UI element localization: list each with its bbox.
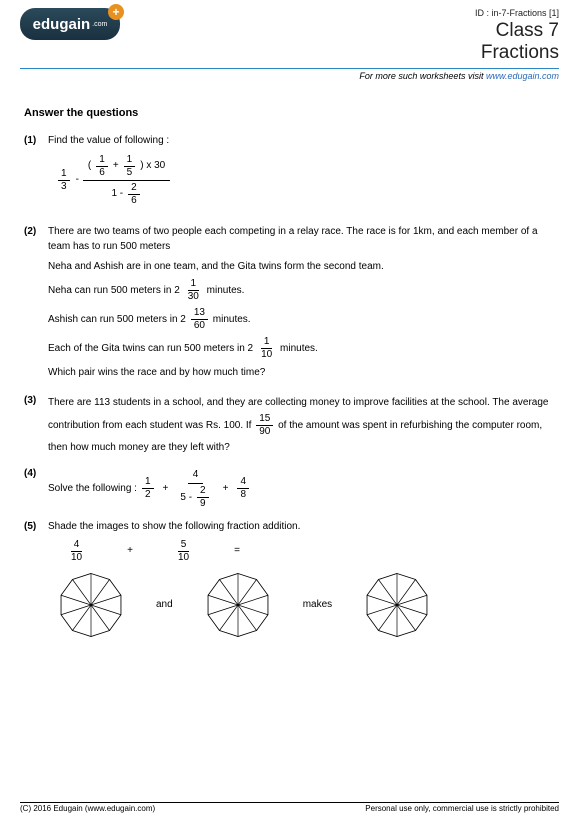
class-label: Class 7 xyxy=(475,20,559,42)
topic-label: Fractions xyxy=(475,42,559,64)
q5-prompt: Shade the images to show the following f… xyxy=(48,519,555,535)
visit-link[interactable]: www.edugain.com xyxy=(486,71,559,81)
header: edugain.com + ID : in-7-Fractions [1] Cl… xyxy=(0,0,579,64)
q4-body: Solve the following : 12 + 4 5 - 29 + 48 xyxy=(48,466,555,512)
makes-label: makes xyxy=(303,597,332,613)
q5-num: (5) xyxy=(24,519,48,640)
q2-neha: Neha can run 500 meters in 2130 minutes. xyxy=(48,278,555,303)
q2-num: (2) xyxy=(24,224,48,385)
q2-ashish: Ashish can run 500 meters in 21360 minut… xyxy=(48,307,555,332)
q1-bigfrac-num: ( 16 + 15 ) x 30 xyxy=(83,153,170,181)
and-label: and xyxy=(156,597,173,613)
q1-bigfrac: ( 16 + 15 ) x 30 1 - 26 xyxy=(83,153,170,208)
footer: (C) 2016 Edugain (www.edugain.com) Perso… xyxy=(20,802,559,813)
section-title: Answer the questions xyxy=(24,107,555,119)
q4-num: (4) xyxy=(24,466,48,512)
visit-line: For more such worksheets visit www.eduga… xyxy=(0,69,579,81)
minus-sign: - xyxy=(76,172,79,188)
plus-icon: + xyxy=(108,4,124,20)
q5-fraction-row: 410 + 510 = xyxy=(66,539,555,564)
q1-expression: 1 3 - ( 16 + 15 ) x 30 1 - xyxy=(56,153,555,208)
worksheet-id: ID : in-7-Fractions [1] xyxy=(475,8,559,18)
q2-body: There are two teams of two people each c… xyxy=(48,224,555,385)
q3-frac: 1590 xyxy=(256,413,273,438)
decagon-2 xyxy=(203,570,273,640)
decagon-3 xyxy=(362,570,432,640)
visit-prefix: For more such worksheets visit xyxy=(359,71,486,81)
logo-sub: .com xyxy=(92,21,107,28)
q5-polygon-row: and makes xyxy=(56,570,555,640)
question-5: (5) Shade the images to show the followi… xyxy=(24,519,555,640)
q2-l2: Neha and Ashish are in one team, and the… xyxy=(48,259,555,275)
footer-left: (C) 2016 Edugain (www.edugain.com) xyxy=(20,804,155,813)
question-2: (2) There are two teams of two people ea… xyxy=(24,224,555,385)
q3-body: There are 113 students in a school, and … xyxy=(48,393,555,458)
footer-right: Personal use only, commercial use is str… xyxy=(365,804,559,813)
header-right: ID : in-7-Fractions [1] Class 7 Fraction… xyxy=(475,8,559,64)
logo: edugain.com + xyxy=(20,8,120,40)
q1-bigfrac-den: 1 - 26 xyxy=(106,181,146,208)
question-1: (1) Find the value of following : 1 3 - … xyxy=(24,133,555,216)
q3-num: (3) xyxy=(24,393,48,458)
q2-gita: Each of the Gita twins can run 500 meter… xyxy=(48,336,555,361)
q1-prompt: Find the value of following : xyxy=(48,133,555,149)
q2-l3: Which pair wins the race and by how much… xyxy=(48,365,555,381)
q1-body: Find the value of following : 1 3 - ( 16… xyxy=(48,133,555,216)
q4-expression: Solve the following : 12 + 4 5 - 29 + 48 xyxy=(48,466,251,512)
content: Answer the questions (1) Find the value … xyxy=(0,81,579,640)
worksheet-page: edugain.com + ID : in-7-Fractions [1] Cl… xyxy=(0,0,579,819)
question-3: (3) There are 113 students in a school, … xyxy=(24,393,555,458)
decagon-1 xyxy=(56,570,126,640)
q5-body: Shade the images to show the following f… xyxy=(48,519,555,640)
q2-l1: There are two teams of two people each c… xyxy=(48,224,555,255)
q1-num: (1) xyxy=(24,133,48,216)
question-4: (4) Solve the following : 12 + 4 5 - 29 … xyxy=(24,466,555,512)
logo-text: edugain xyxy=(33,16,91,33)
q1-frac-a: 1 3 xyxy=(58,168,70,193)
